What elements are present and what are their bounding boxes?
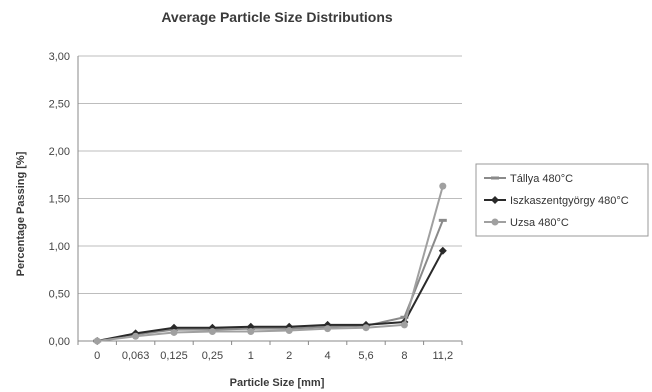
data-point: [491, 196, 499, 204]
data-point: [285, 327, 293, 335]
y-tick-label: 0,00: [49, 336, 70, 348]
legend-item: Uzsa 480°C: [484, 217, 569, 229]
legend-item: Iszkaszentgyörgy 480°C: [484, 195, 629, 207]
data-point: [132, 332, 140, 340]
data-point: [170, 328, 178, 336]
x-tick-label: 11,2: [433, 350, 454, 362]
x-tick-label: 8: [401, 350, 407, 362]
x-tick-label: 0: [94, 350, 100, 362]
data-point: [439, 182, 447, 190]
data-point: [491, 176, 499, 180]
series-line: [97, 250, 444, 342]
x-tick-label: 0,25: [202, 350, 223, 362]
y-tick-label: 3,00: [49, 51, 70, 63]
chart-title: Average Particle Size Distributions: [161, 9, 393, 25]
data-point: [491, 218, 499, 226]
x-tick-label: 1: [248, 350, 254, 362]
legend-label: Tállya 480°C: [510, 173, 573, 185]
series-line: [97, 185, 444, 342]
x-tick-label: 4: [325, 350, 331, 362]
x-tick-label: 0,125: [160, 350, 188, 362]
data-point: [324, 325, 332, 333]
x-tick-labels: 0 0,063 0,125 0,25 1 2 4 5,6 8 11,2: [94, 350, 453, 362]
series-circle: [93, 182, 447, 345]
legend-item: Tállya 480°C: [484, 173, 573, 185]
x-tick-label: 0,063: [122, 350, 150, 362]
grid: [77, 55, 463, 345]
data-point: [438, 218, 447, 222]
data-point: [362, 324, 370, 332]
y-tick-labels: 0,00 0,50 1,00 1,50 2,00 2,50 3,00: [49, 51, 70, 348]
x-axis-label: Particle Size [mm]: [230, 377, 325, 389]
y-tick-label: 1,50: [49, 194, 70, 206]
x-tick-label: 2: [286, 350, 292, 362]
y-tick-label: 2,00: [49, 146, 70, 158]
data-point: [208, 328, 216, 335]
y-tick-label: 0,50: [49, 289, 70, 301]
series-group: [93, 182, 447, 345]
x-tick-label: 5,6: [358, 350, 373, 362]
data-point: [400, 321, 408, 329]
data-point: [400, 315, 409, 319]
y-axis-label: Percentage Passing [%]: [15, 151, 27, 276]
legend: Tállya 480°C Iszkaszentgyörgy 480°C Uzsa 4…: [475, 163, 649, 237]
y-tick-label: 2,50: [49, 99, 70, 111]
legend-label: Iszkaszentgyörgy 480°C: [510, 195, 629, 207]
y-tick-label: 1,00: [49, 241, 70, 253]
series-dash: [93, 218, 447, 343]
legend-label: Uzsa 480°C: [510, 217, 569, 229]
data-point: [247, 328, 255, 335]
data-point: [438, 246, 447, 255]
series-line: [97, 219, 444, 342]
data-point: [93, 337, 101, 345]
